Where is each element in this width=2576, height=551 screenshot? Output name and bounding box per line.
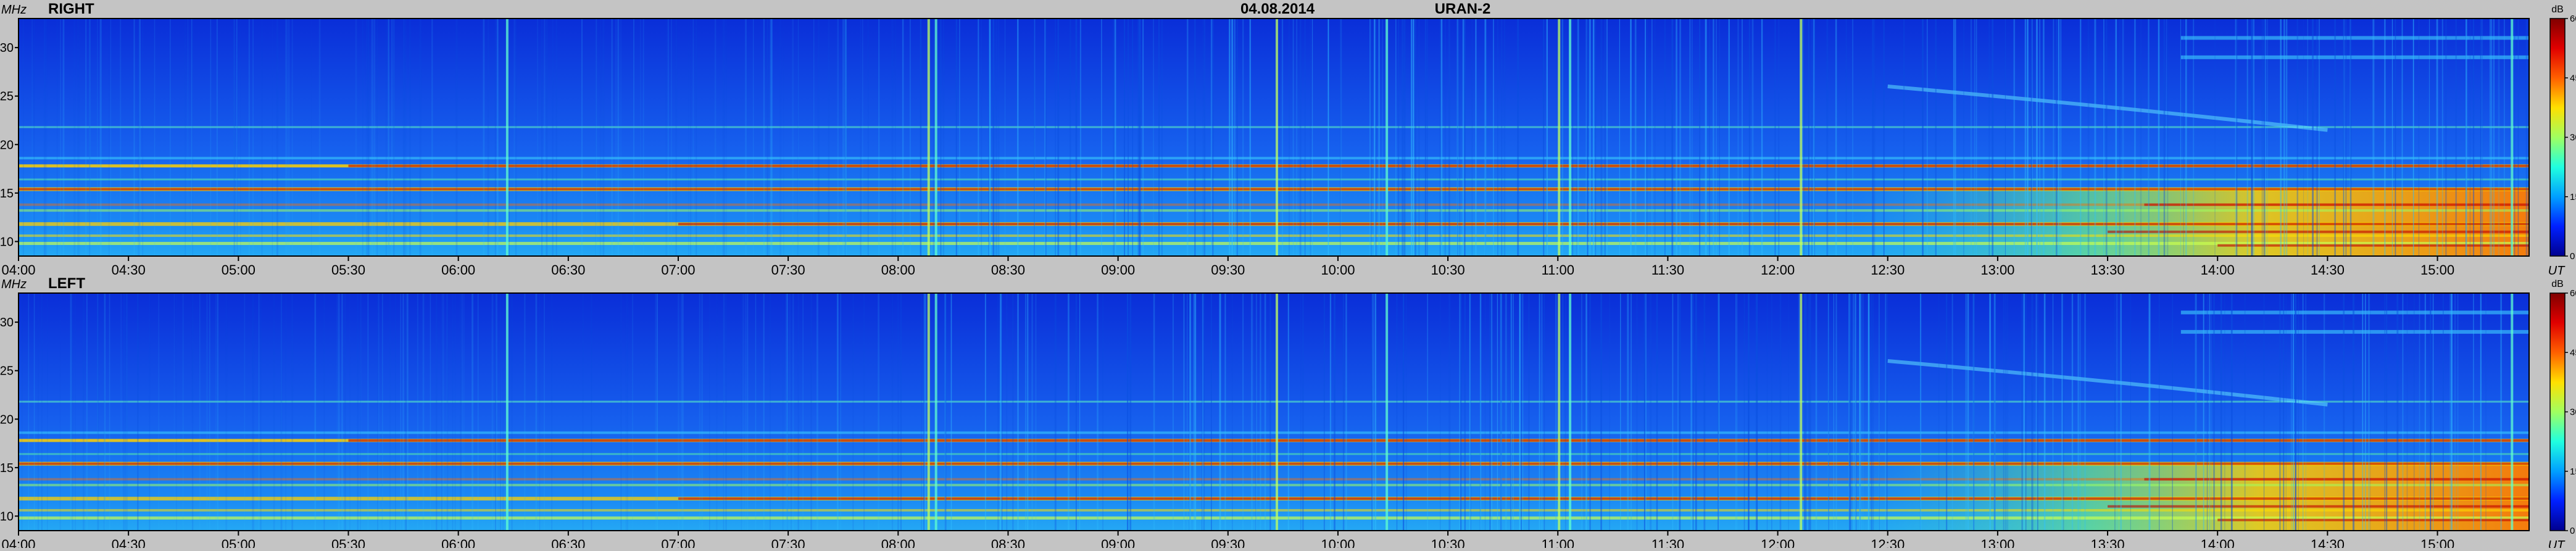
y-tick-label: 15 (0, 462, 14, 475)
y-tick-label: 10 (0, 235, 14, 249)
y-tick-label: 25 (0, 365, 14, 378)
x-axis-label: UT (2548, 539, 2566, 548)
y-axis-label: MHz (1, 3, 27, 17)
x-tick-label: 04:00 (1, 262, 35, 278)
x-tick-label: 08:00 (881, 537, 915, 548)
colorbar-tick-label: 30 (2570, 407, 2576, 418)
y-tick-label: 30 (0, 316, 14, 329)
x-tick-label: 12:30 (1871, 262, 1905, 278)
x-tick-label: 13:30 (2091, 262, 2125, 278)
x-tick-label: 05:00 (222, 262, 256, 278)
x-tick-label: 09:00 (1101, 537, 1135, 548)
x-tick-label: 14:00 (2201, 537, 2235, 548)
x-tick-label: 04:30 (112, 262, 146, 278)
plot-frame (18, 292, 2530, 531)
colorbar-tick-label: 0 (2570, 251, 2575, 262)
x-tick-label: 11:30 (1652, 537, 1684, 548)
x-tick-label: 08:30 (991, 537, 1025, 548)
colorbar-tick-label: 60 (2570, 14, 2576, 24)
x-tick-label: 14:00 (2201, 262, 2235, 278)
x-tick-label: 12:30 (1871, 537, 1905, 548)
y-tick-label: 20 (0, 138, 14, 152)
spectrogram-panel-left: LEFT MHz 10 15 20 25 30 04:00 04:30 05:00 05:30 06:… (0, 275, 2576, 551)
instrument-label: URAN-2 (1435, 1, 1491, 17)
x-tick-label: 11:00 (1542, 537, 1574, 548)
y-axis-label: MHz (1, 278, 27, 291)
x-tick-label: 13:00 (1980, 537, 2014, 548)
x-tick-label: 06:00 (441, 262, 475, 278)
x-tick-label: 07:00 (661, 262, 695, 278)
colorbar (2549, 18, 2566, 257)
colorbar-tick-label: 0 (2570, 526, 2575, 536)
panel-label: RIGHT (48, 1, 94, 17)
colorbar-tick-label: 45 (2570, 73, 2576, 83)
colorbar-unit: dB (2551, 279, 2564, 289)
x-tick-label: 15:00 (2420, 537, 2454, 548)
x-tick-label: 14:30 (2311, 262, 2345, 278)
x-tick-label: 10:30 (1431, 262, 1465, 278)
spectrogram-image (19, 293, 2529, 531)
x-tick-label: 07:30 (771, 262, 805, 278)
colorbar-unit: dB (2551, 4, 2564, 15)
x-tick-label: 12:00 (1761, 537, 1795, 548)
x-tick-label: 06:00 (441, 537, 475, 548)
x-tick-label: 08:30 (991, 262, 1025, 278)
x-tick-label: 14:30 (2311, 537, 2345, 548)
colorbar-tick-label: 30 (2570, 133, 2576, 143)
x-tick-label: 08:00 (881, 262, 915, 278)
x-tick-label: 11:30 (1652, 262, 1684, 278)
colorbar-tick-label: 15 (2570, 192, 2576, 202)
x-tick-label: 06:30 (551, 262, 585, 278)
x-tick-label: 13:00 (1980, 262, 2014, 278)
spectrogram-image (19, 19, 2529, 256)
x-tick-label: 10:00 (1321, 262, 1355, 278)
x-tick-label: 05:30 (331, 537, 365, 548)
plot-frame (18, 18, 2530, 257)
y-tick-label: 25 (0, 90, 14, 104)
x-tick-label: 07:30 (771, 537, 805, 548)
x-tick-label: 09:00 (1101, 262, 1135, 278)
x-tick-label: 10:30 (1431, 537, 1465, 548)
y-tick-label: 15 (0, 187, 14, 201)
x-tick-label: 09:30 (1211, 537, 1245, 548)
colorbar-tick-label: 45 (2570, 347, 2576, 358)
date-label: 04.08.2014 (1240, 1, 1315, 17)
colorbar-tick-label: 60 (2570, 288, 2576, 299)
x-axis-label: UT (2548, 264, 2566, 278)
x-tick-label: 07:00 (661, 537, 695, 548)
x-tick-label: 09:30 (1211, 262, 1245, 278)
y-tick-label: 10 (0, 510, 14, 523)
x-tick-label: 11:00 (1542, 262, 1574, 278)
y-tick-label: 20 (0, 413, 14, 426)
x-tick-label: 04:30 (112, 537, 146, 548)
x-tick-label: 15:00 (2420, 262, 2454, 278)
x-tick-label: 05:30 (331, 262, 365, 278)
panel-label: LEFT (48, 275, 85, 292)
x-tick-label: 10:00 (1321, 537, 1355, 548)
x-tick-label: 04:00 (1, 537, 35, 548)
colorbar (2549, 292, 2566, 531)
colorbar-tick-label: 15 (2570, 466, 2576, 477)
x-tick-label: 13:30 (2091, 537, 2125, 548)
y-tick-label: 30 (0, 41, 14, 55)
x-tick-label: 06:30 (551, 537, 585, 548)
x-tick-label: 12:00 (1761, 262, 1795, 278)
x-tick-label: 05:00 (222, 537, 256, 548)
